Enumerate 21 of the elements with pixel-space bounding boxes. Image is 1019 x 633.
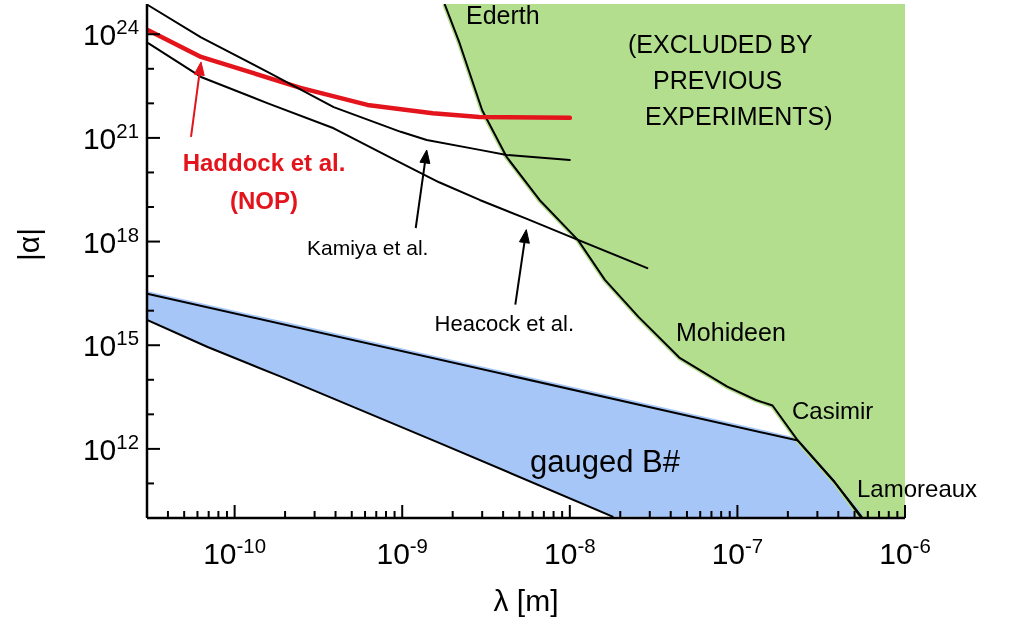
series-label: Haddock et al. (NOP) [182,148,346,214]
annotation: Ederth [466,1,540,29]
annotation: (EXCLUDED BY PREVIOUS EXPERIMENTS) [628,29,833,131]
x-axis-title: λ [m] [493,584,559,617]
y-tick-label: 10$^{18}$ [82,223,139,259]
x-tick-label: 10$^{-9}$ [376,535,428,570]
y-tick-label: 10$^{12}$ [82,430,139,466]
annotation: Lamoreaux [857,474,978,502]
annotation: Mohideen [676,318,786,346]
x-tick-label: 10$^{-8}$ [544,535,596,570]
text: Kamiya et al. [307,235,429,259]
x-tick-label: 10$^{-6}$ [879,535,931,570]
annotation: Casimir [792,396,874,424]
y-axis-title: |α| [11,228,45,261]
x-tick-label: 10$^{-10}$ [203,535,267,570]
x-tick-label: 10$^{-7}$ [711,535,764,570]
annotation: gauged B# [530,443,681,479]
y-tick-label: 10$^{24}$ [82,16,139,52]
y-tick-label: 10$^{21}$ [82,119,139,155]
y-tick-label: 10$^{15}$ [82,327,139,363]
text: Heacock et al. [434,310,575,336]
